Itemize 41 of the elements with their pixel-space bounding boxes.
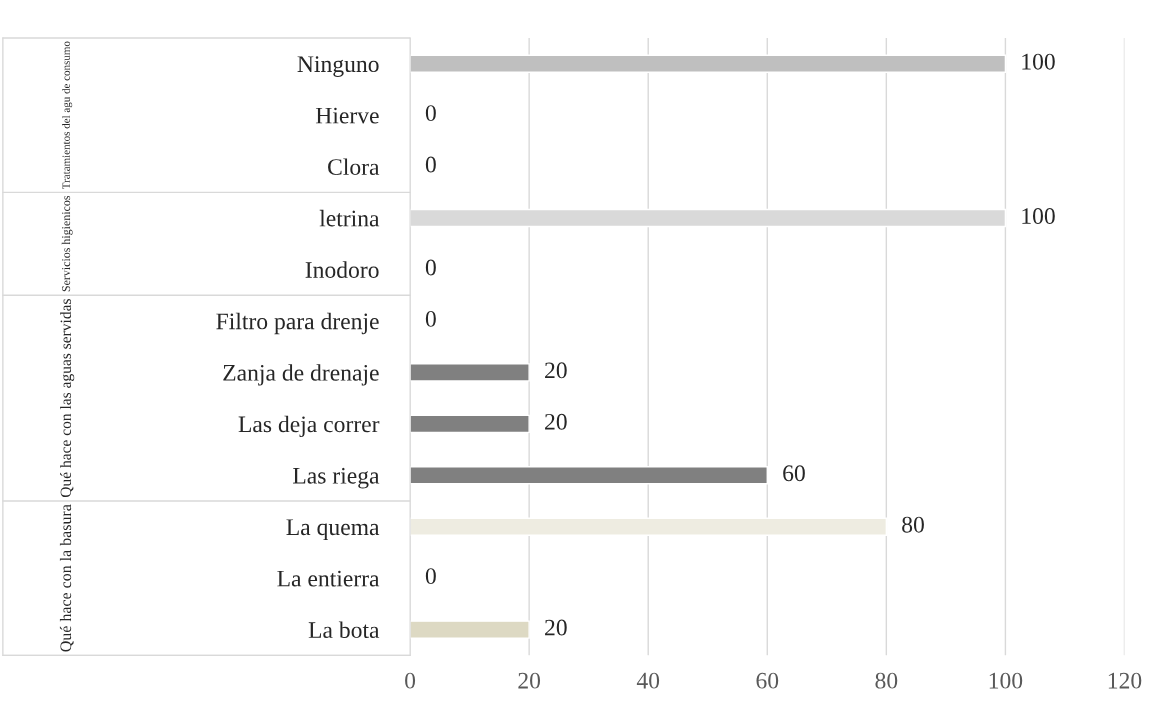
y-tick-label: Filtro para drenje <box>216 312 379 335</box>
y-tick-label: La entierra <box>277 570 380 587</box>
data-label: 20 <box>545 413 567 430</box>
data-label: 0 <box>425 310 436 327</box>
y-tick-label: Las deja correr <box>238 415 380 438</box>
y-tick-label: La quema <box>286 519 380 540</box>
data-label: 0 <box>425 105 436 122</box>
x-tick-label: 60 <box>756 672 779 689</box>
bar <box>410 466 768 485</box>
bar <box>410 620 530 639</box>
bar <box>410 517 888 536</box>
data-label: 100 <box>1022 53 1055 70</box>
data-label: 0 <box>425 156 436 173</box>
y-tick-label: Clora <box>328 158 380 176</box>
text: Tratamientos del agu de consumo <box>62 41 73 190</box>
data-label: 20 <box>545 619 567 636</box>
x-tick-label: 20 <box>518 672 541 689</box>
y-tick-label: Las riega <box>293 467 380 489</box>
y-tick-label: La bota <box>308 621 380 639</box>
x-tick-label: 80 <box>875 672 898 689</box>
bar <box>410 363 530 382</box>
data-label: 100 <box>1022 208 1055 224</box>
y-tick-label: Hierve <box>315 107 379 124</box>
y-tick-label: Ninguno <box>297 56 379 77</box>
x-tick-label: 100 <box>989 672 1023 689</box>
data-label: 0 <box>425 568 436 585</box>
data-label: 0 <box>425 259 436 276</box>
data-label: 20 <box>545 362 567 379</box>
y-tick-label: letrina <box>319 209 380 227</box>
y-tick-label: Inodoro <box>305 261 379 278</box>
y-tick-label: Zanja de drenaje <box>223 364 379 386</box>
x-tick-label: 120 <box>1108 672 1142 689</box>
bar <box>410 414 530 434</box>
data-label: 60 <box>783 465 805 482</box>
x-tick-label: 0 <box>405 672 416 689</box>
text: Qué hace con las aguas servidas <box>60 299 75 498</box>
x-tick-label: 40 <box>636 672 660 689</box>
text: Servicios higienicos <box>61 195 73 292</box>
bar <box>410 54 1007 73</box>
text: Qué hace con la basura <box>59 504 74 652</box>
data-label: 80 <box>902 516 924 533</box>
